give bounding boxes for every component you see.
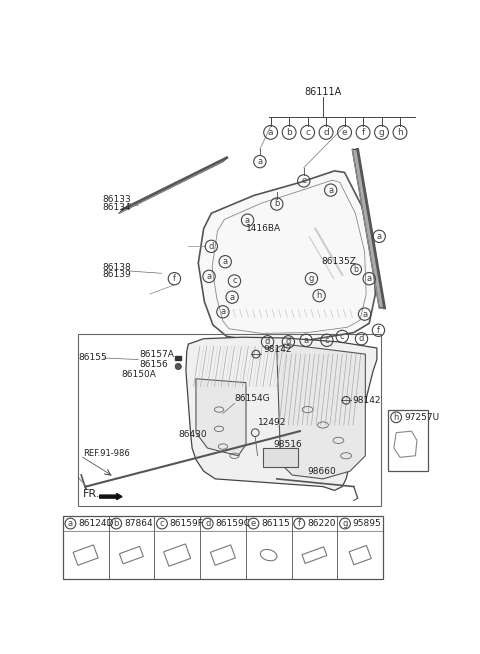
- Text: c: c: [305, 128, 310, 137]
- Text: 86150A: 86150A: [121, 370, 156, 379]
- Text: h: h: [316, 291, 322, 300]
- Text: 98142: 98142: [264, 345, 292, 354]
- Text: c: c: [232, 277, 237, 286]
- Text: 86154G: 86154G: [234, 394, 270, 402]
- Text: a: a: [220, 307, 226, 317]
- Text: 86115: 86115: [261, 519, 290, 528]
- Text: 86134: 86134: [103, 203, 132, 212]
- Bar: [63, 516, 383, 579]
- Text: d: d: [286, 337, 291, 347]
- Text: a: a: [367, 274, 372, 283]
- Text: a: a: [257, 157, 263, 166]
- Text: b: b: [113, 519, 119, 528]
- Text: a: a: [245, 216, 250, 225]
- Text: 86133: 86133: [103, 195, 132, 204]
- Text: g: g: [379, 128, 384, 137]
- Text: a: a: [206, 272, 212, 281]
- Text: a: a: [229, 292, 235, 301]
- Text: 98516: 98516: [273, 439, 302, 449]
- Bar: [78, 334, 381, 506]
- Text: 1416BA: 1416BA: [246, 224, 281, 233]
- Text: e: e: [342, 128, 348, 137]
- Text: 86111A: 86111A: [304, 88, 342, 97]
- Text: e: e: [301, 177, 306, 185]
- Text: 86220: 86220: [307, 519, 336, 528]
- Bar: [388, 409, 429, 471]
- Text: e: e: [251, 519, 256, 528]
- Polygon shape: [352, 149, 384, 308]
- Text: 87864: 87864: [124, 519, 153, 528]
- Text: 98660: 98660: [308, 467, 336, 475]
- Text: 86135Z: 86135Z: [322, 257, 356, 266]
- Text: h: h: [397, 128, 403, 137]
- Text: 86430: 86430: [178, 430, 207, 439]
- Circle shape: [175, 364, 181, 370]
- Text: a: a: [268, 128, 274, 137]
- Text: c: c: [160, 519, 164, 528]
- Text: d: d: [323, 128, 329, 137]
- Text: a: a: [328, 186, 333, 195]
- Text: b: b: [286, 128, 292, 137]
- Text: c: c: [324, 336, 329, 345]
- Text: 86159C: 86159C: [216, 519, 251, 528]
- Text: 86157A: 86157A: [140, 350, 175, 358]
- Text: 98142: 98142: [352, 396, 381, 405]
- Polygon shape: [186, 337, 377, 490]
- Text: 12492: 12492: [258, 418, 286, 427]
- Text: a: a: [68, 519, 73, 528]
- Text: d: d: [359, 334, 364, 343]
- Polygon shape: [196, 379, 246, 456]
- Text: a: a: [362, 309, 367, 318]
- Text: f: f: [377, 326, 380, 335]
- Text: a: a: [377, 232, 382, 241]
- Bar: [175, 356, 180, 360]
- Text: a: a: [223, 257, 228, 266]
- Text: c: c: [340, 332, 345, 341]
- Text: f: f: [361, 128, 365, 137]
- FancyArrow shape: [100, 494, 122, 500]
- Text: FR.: FR.: [83, 489, 100, 499]
- Text: f: f: [173, 274, 176, 283]
- Text: a: a: [303, 336, 309, 345]
- Text: b: b: [354, 265, 359, 274]
- Text: 95895: 95895: [353, 519, 382, 528]
- Text: 86155: 86155: [78, 354, 107, 362]
- Text: 86124D: 86124D: [78, 519, 113, 528]
- Text: 86139: 86139: [103, 270, 132, 279]
- Text: d: d: [209, 242, 214, 251]
- Polygon shape: [198, 171, 375, 342]
- Text: 86159F: 86159F: [169, 519, 204, 528]
- Text: d: d: [205, 519, 210, 528]
- Text: 86156: 86156: [140, 360, 168, 370]
- Bar: [263, 448, 298, 468]
- Text: g: g: [342, 519, 348, 528]
- Polygon shape: [277, 344, 365, 479]
- Text: 97257U: 97257U: [405, 413, 440, 422]
- Text: f: f: [298, 519, 301, 528]
- Text: 86138: 86138: [103, 263, 132, 271]
- Text: b: b: [274, 199, 279, 209]
- Text: h: h: [394, 413, 399, 422]
- Text: REF.91-986: REF.91-986: [83, 449, 130, 458]
- Text: d: d: [265, 337, 270, 347]
- Polygon shape: [119, 158, 227, 213]
- Text: g: g: [309, 274, 314, 283]
